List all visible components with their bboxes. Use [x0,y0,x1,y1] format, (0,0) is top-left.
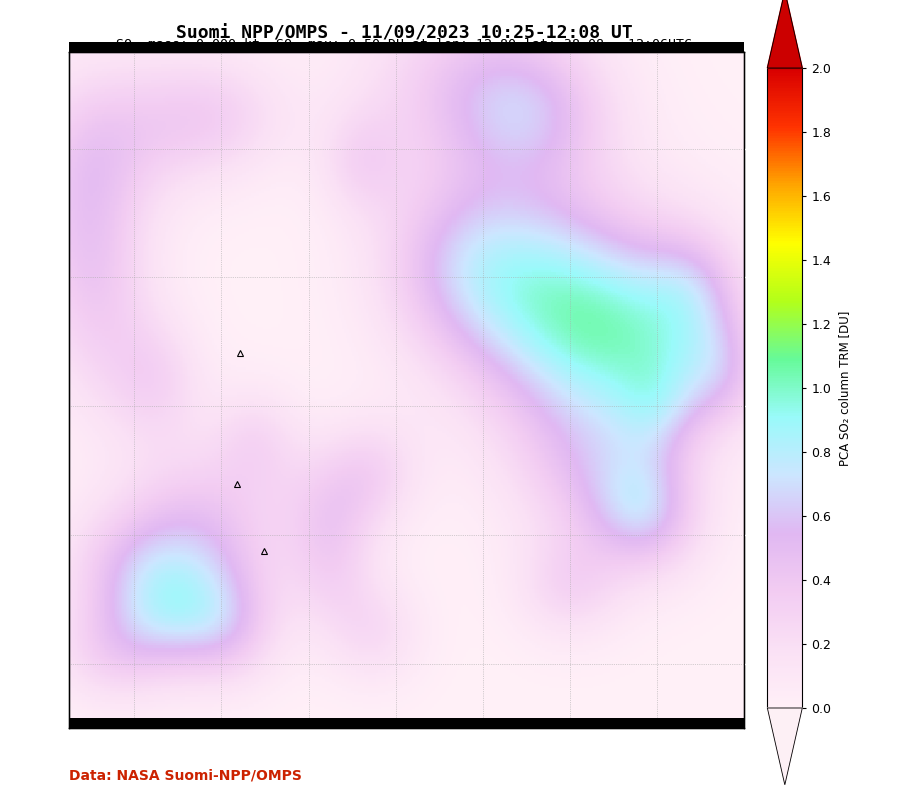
Text: Data: NASA Suomi-NPP/OMPS: Data: NASA Suomi-NPP/OMPS [69,768,301,782]
Text: Suomi NPP/OMPS - 11/09/2023 10:25-12:08 UT: Suomi NPP/OMPS - 11/09/2023 10:25-12:08 … [176,24,633,42]
Text: SO₂ mass: 0.000 kt; SO₂ max: 0.50 DU at lon: 12.80 lat: 38.08 ; 12:06UTC: SO₂ mass: 0.000 kt; SO₂ max: 0.50 DU at … [117,38,692,51]
Y-axis label: PCA SO₂ column TRM [DU]: PCA SO₂ column TRM [DU] [838,310,851,466]
Polygon shape [767,0,802,68]
Polygon shape [767,708,802,785]
